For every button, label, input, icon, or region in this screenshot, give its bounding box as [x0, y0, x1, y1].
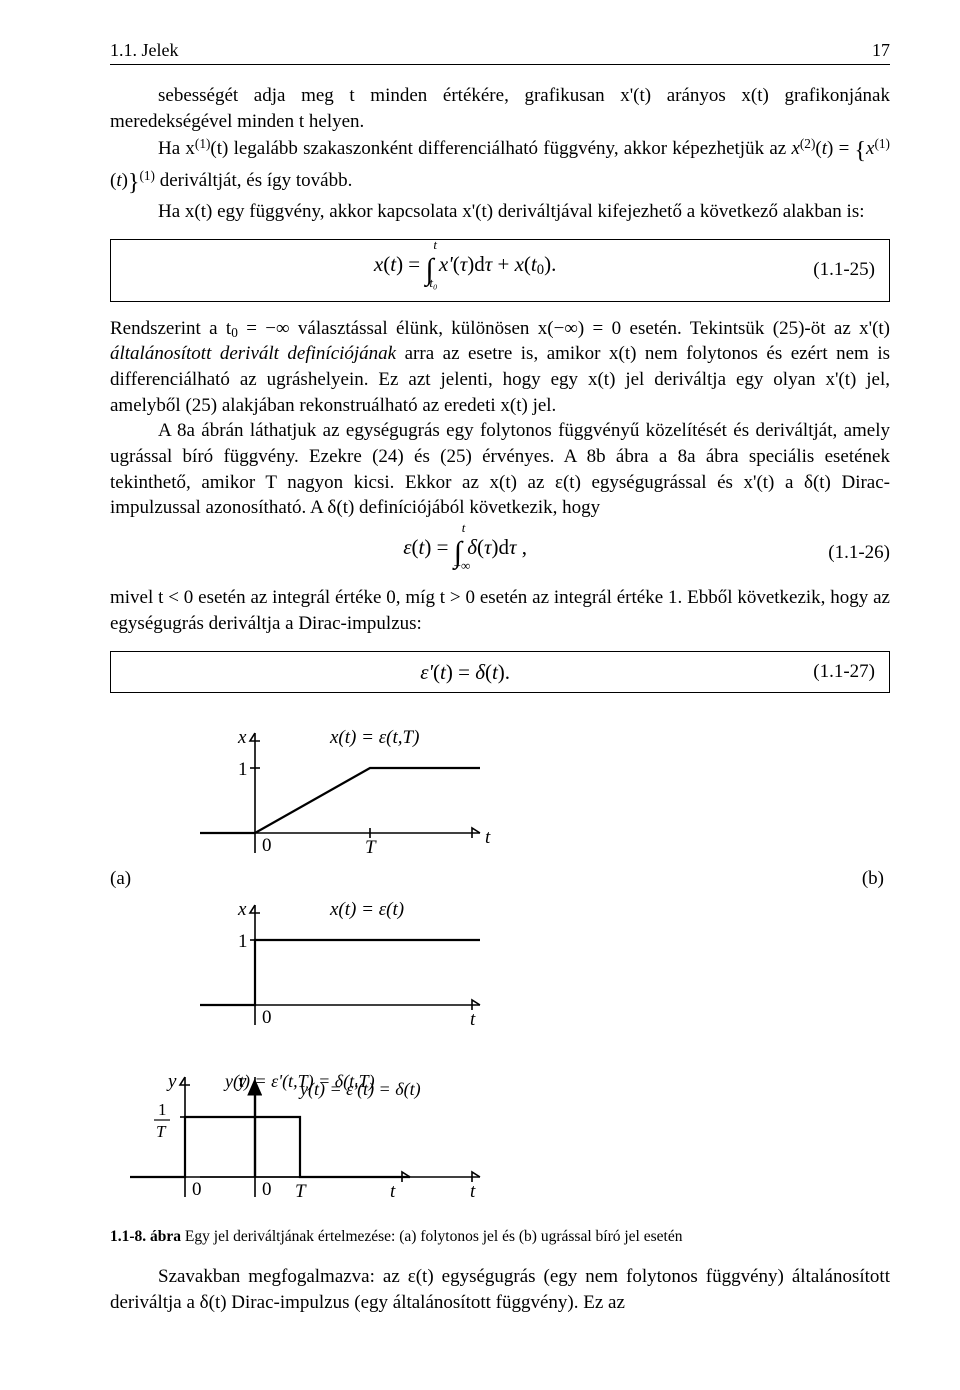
- svg-text:t: t: [470, 1181, 476, 1202]
- svg-text:y: y: [236, 1071, 247, 1092]
- svg-text:y(t) = ε'(t) = δ(t): y(t) = ε'(t) = δ(t): [298, 1079, 421, 1100]
- equation-1-1-27: ε'(t) = δ(t).: [125, 658, 805, 686]
- para-7: Szavakban megfogalmazva: az ε(t) egységu…: [110, 1264, 890, 1315]
- para-2: Ha x(1)(t) legalább szakaszonként differ…: [110, 135, 890, 200]
- svg-text:T: T: [365, 837, 377, 858]
- equation-1-1-25-box: x(t) = t ∫ t₀ x'(τ)dτ + x(t0). (1.1-25): [110, 239, 890, 302]
- para-5: A 8a ábrán láthatjuk az egységugrás egy …: [110, 418, 890, 521]
- figure-label-b: (b): [862, 866, 890, 892]
- figure-caption: 1.1-8. ábra Egy jel deriváltjának értelm…: [110, 1227, 890, 1248]
- plot-a-top: x 1 0 T t x(t) = ε(t,T): [180, 713, 510, 873]
- svg-text:1: 1: [238, 759, 248, 780]
- svg-text:t: t: [485, 827, 491, 848]
- header-rule: [110, 64, 890, 65]
- equation-1-1-27-box: ε'(t) = δ(t). (1.1-27): [110, 651, 890, 693]
- para-1: sebességét adja meg t minden értékére, g…: [110, 83, 890, 134]
- header-left: 1.1. Jelek: [110, 38, 178, 62]
- plot-b-bottom: y 0 t y(t) = ε'(t) = δ(t): [180, 1057, 510, 1217]
- svg-text:0: 0: [262, 1007, 272, 1028]
- header-page: 17: [872, 38, 890, 62]
- equation-1-1-26: ε(t) = t ∫ −∞ δ(τ)dτ , (1.1-26): [110, 533, 890, 574]
- svg-text:y: y: [166, 1071, 177, 1092]
- para-4: Rendszerint a t0 = −∞ választással élünk…: [110, 316, 890, 419]
- svg-text:x(t) = ε(t): x(t) = ε(t): [329, 899, 404, 920]
- equation-number-25: (1.1-25): [805, 257, 875, 283]
- running-header: 1.1. Jelek 17: [110, 38, 890, 62]
- svg-text:x: x: [237, 727, 247, 748]
- equation-number-26: (1.1-26): [820, 540, 890, 566]
- equation-1-1-25: x(t) = t ∫ t₀ x'(τ)dτ + x(t0).: [125, 250, 805, 291]
- svg-text:0: 0: [262, 1179, 272, 1200]
- svg-text:x: x: [237, 899, 247, 920]
- para-3: Ha x(t) egy függvény, akkor kapcsolata x…: [110, 199, 890, 225]
- svg-text:0: 0: [262, 835, 272, 856]
- svg-text:T: T: [156, 1122, 167, 1141]
- figure-label-a: (a): [110, 866, 131, 892]
- figure-1-1-8: (a) x 1 0 T t x(t) = ε(t,T) x: [110, 713, 890, 1217]
- equation-number-27: (1.1-27): [805, 659, 875, 685]
- svg-text:t: t: [470, 1009, 476, 1030]
- svg-text:x(t) = ε(t,T): x(t) = ε(t,T): [329, 727, 419, 748]
- para-6: mivel t < 0 esetén az integrál értéke 0,…: [110, 585, 890, 636]
- svg-text:1: 1: [158, 1100, 167, 1119]
- svg-text:1: 1: [238, 931, 248, 952]
- plot-b-top: x 1 0 t x(t) = ε(t): [180, 885, 510, 1045]
